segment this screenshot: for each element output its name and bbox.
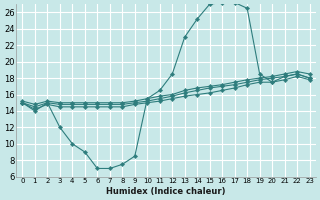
X-axis label: Humidex (Indice chaleur): Humidex (Indice chaleur) <box>106 187 226 196</box>
